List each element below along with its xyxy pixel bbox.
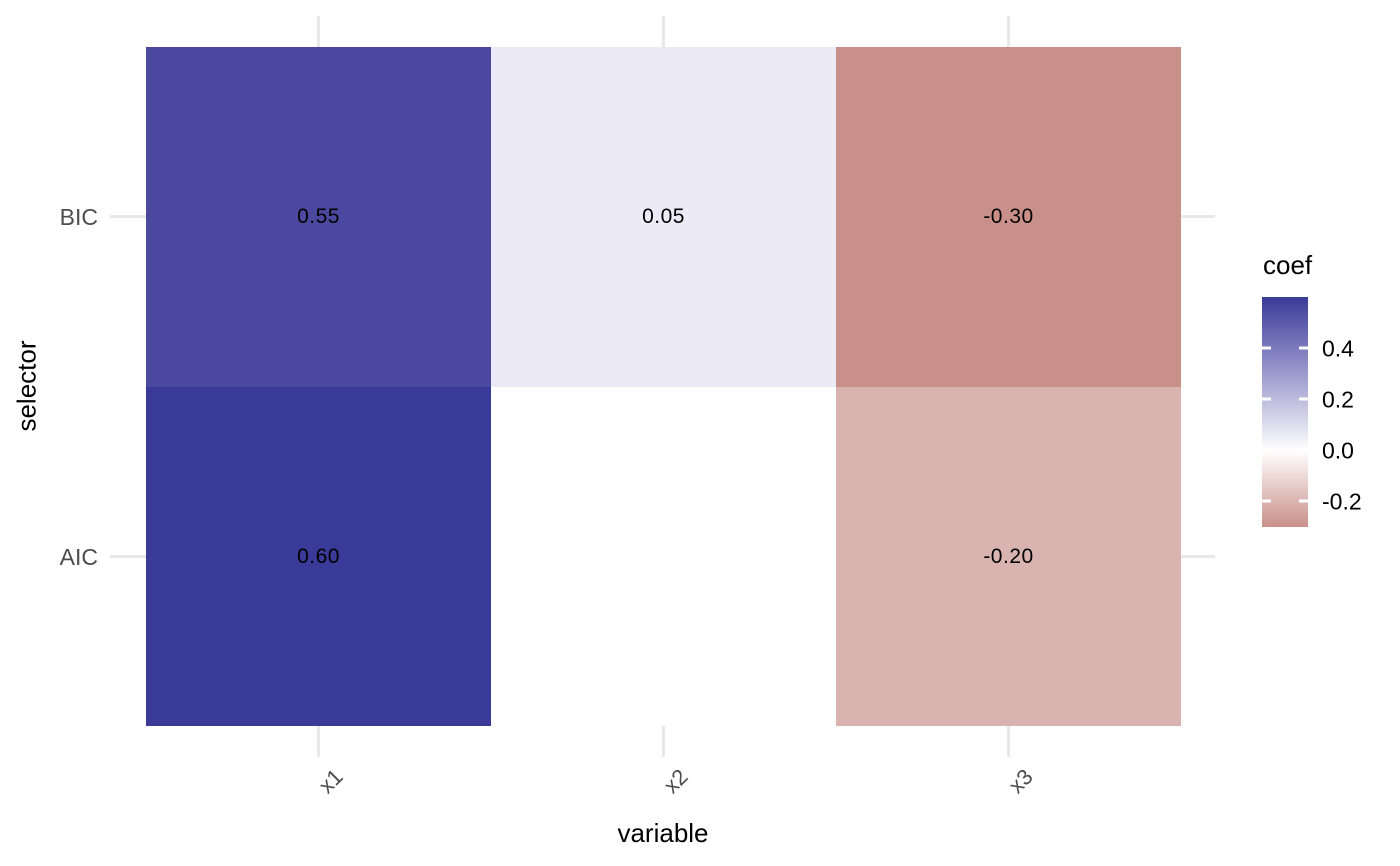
cell-value-label: 0.60	[297, 544, 340, 568]
legend-tick	[1262, 499, 1271, 503]
heatmap-cell-bic-x2: 0.05	[491, 47, 836, 387]
legend-colorbar	[1262, 297, 1308, 527]
heatmap-cell-bic-x3: -0.30	[836, 47, 1181, 387]
legend-tick	[1299, 346, 1308, 350]
y-tick-label-aic: AIC	[59, 544, 98, 570]
cell-value-label: 0.05	[642, 205, 685, 228]
heatmap-cell-aic-x1: 0.60	[146, 387, 491, 726]
heatmap-cell-bic-x1: 0.55	[146, 47, 491, 387]
legend-tick-label--0.2: -0.2	[1322, 488, 1362, 515]
x-tick-label-x3: x3	[1003, 764, 1038, 799]
legend-tick-label-0.2: 0.2	[1322, 386, 1354, 413]
x-axis-title: variable	[617, 818, 709, 848]
x-tick-label-x2: x2	[658, 764, 693, 799]
legend-tick-label-0.4: 0.4	[1322, 335, 1354, 362]
cell-value-label: -0.30	[983, 205, 1034, 228]
legend-tick	[1299, 448, 1308, 452]
legend-tick	[1262, 397, 1271, 401]
legend-tick	[1299, 499, 1308, 503]
legend-tick-label-0.0: 0.0	[1322, 437, 1354, 464]
legend-tick	[1262, 448, 1271, 452]
y-tick-label-bic: BIC	[59, 204, 98, 230]
cell-value-label: 0.55	[297, 205, 340, 228]
cell-value-label: -0.20	[983, 544, 1034, 568]
legend-title: coef	[1263, 250, 1313, 280]
y-axis-title: selector	[11, 340, 42, 432]
x-tick-label-x1: x1	[313, 764, 348, 799]
legend-tick	[1299, 397, 1308, 401]
heatmap-cell-aic-x3: -0.20	[836, 387, 1181, 726]
legend-tick	[1262, 346, 1271, 350]
heatmap-cell-aic-x2	[491, 387, 836, 726]
